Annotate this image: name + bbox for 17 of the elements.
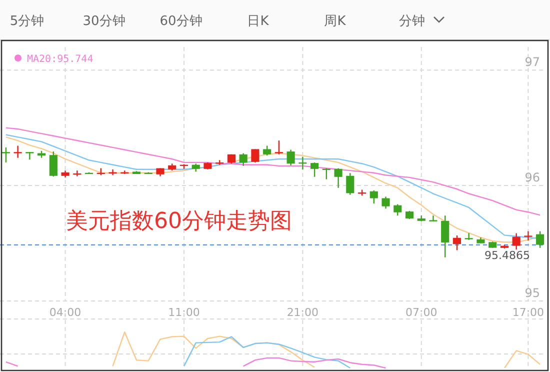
y-tick-label: 97: [524, 55, 540, 70]
x-tick-label: 21:00: [286, 306, 319, 319]
y-tick-label: 95: [524, 286, 540, 300]
annotation: 美元指数60分钟走势图: [66, 209, 292, 234]
legend-label: MA20:95.744: [27, 54, 94, 65]
x-tick-label: 11:00: [168, 306, 200, 319]
text: 5分钟: [10, 14, 44, 29]
text: 周K: [324, 14, 346, 29]
text: 60分钟: [160, 14, 202, 29]
text: 30分钟: [82, 14, 126, 29]
x-tick-label: 04:00: [49, 306, 82, 319]
y-tick-label: 96: [524, 170, 540, 185]
ref-line-label: 95.4865: [484, 248, 530, 262]
text: 日K: [247, 14, 270, 29]
x-tick-label: 07:00: [406, 306, 438, 319]
x-tick-label: 17:00: [512, 306, 544, 319]
text: 分钟: [399, 14, 425, 29]
